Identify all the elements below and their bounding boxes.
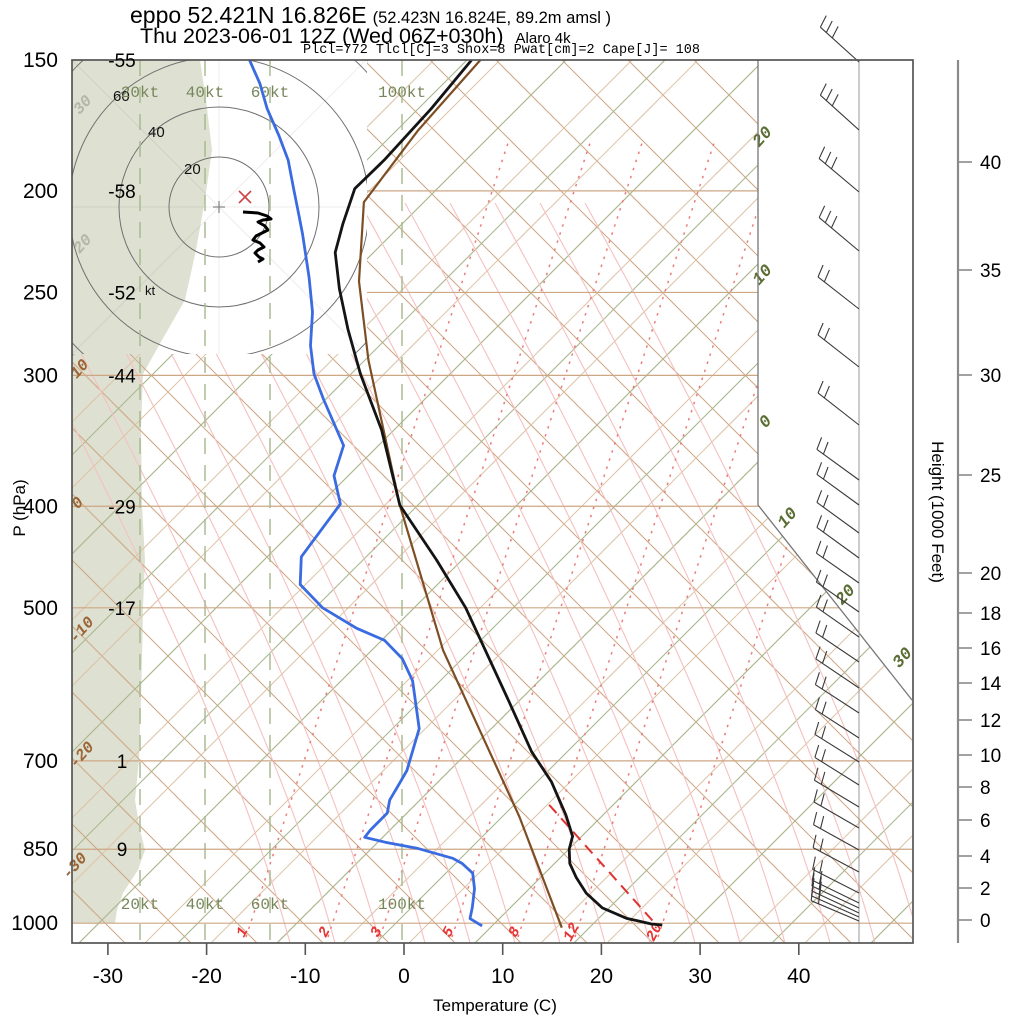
station-title: eppo 52.421N 16.826E (130, 2, 367, 28)
valid-time: Thu 2023-06-01 12Z (Wed 06Z+030h) (140, 24, 504, 48)
model-name: Alaro 4k (515, 30, 571, 47)
axes: 1502002503004005007008501000-55-58-52-44… (11, 49, 1001, 988)
level-temperature-label: -55 (108, 51, 135, 72)
hodograph-ring-label: 60 (113, 88, 130, 105)
sounding-indices: Plcl=772 Tlcl[C]=3 Shox=8 Pwat[cm]=2 Cap… (303, 43, 700, 58)
parcel-moist-adiabat (357, 59, 563, 929)
level-temperature-label: -44 (108, 366, 136, 387)
height-tick-label: 10 (980, 746, 1001, 767)
height-tick-label: 6 (980, 811, 991, 832)
level-temperature-label: -58 (108, 182, 135, 203)
temperature-tick-label: 30 (688, 965, 711, 988)
pressure-tick-label: 300 (23, 364, 58, 387)
pressure-axis-title: P (hPa) (10, 479, 29, 537)
temperature-tick-label: 40 (787, 965, 810, 988)
level-temperature-label: 9 (117, 840, 128, 861)
isotherm-label: 10 (775, 505, 803, 533)
temperature-tick-label: -20 (191, 965, 221, 988)
plot-frame (71, 59, 914, 944)
level-temperature-label: -17 (108, 599, 135, 620)
temperature-tick-label: -10 (290, 965, 320, 988)
temperature-tick-label: 0 (398, 965, 410, 988)
temperature-tick-label: -30 (93, 965, 123, 988)
temperature-tick-label: 10 (491, 965, 514, 988)
height-tick-label: 2 (980, 879, 991, 900)
hodograph-ring-label: 20 (184, 161, 201, 178)
wind-scale-lines (139, 60, 403, 943)
mixing-ratio-label: 12 (560, 920, 583, 944)
dewpoint-curve (248, 59, 483, 928)
hodograph-kt-unit: kt (145, 283, 156, 298)
temperature-tick-label: 20 (590, 965, 613, 988)
height-tick-label: 4 (980, 847, 991, 868)
height-tick-label: 20 (980, 564, 1001, 585)
temperature-curve (333, 59, 663, 927)
mixing-ratio-label: 20 (643, 920, 666, 944)
height-axis-title: Height (1000 Feet) (928, 441, 947, 583)
pressure-tick-label: 250 (23, 281, 58, 304)
level-temperature-label: -52 (108, 283, 135, 304)
level-temperature-label: -29 (108, 497, 135, 518)
height-tick-label: 8 (980, 778, 991, 799)
storm-motion-marker (238, 190, 252, 204)
pressure-tick-label: 150 (23, 49, 58, 72)
plot-inner-boundary (757, 60, 913, 701)
pressure-tick-label: 500 (23, 597, 58, 620)
hodograph-inset: 20 40 60 kt (72, 60, 367, 354)
height-tick-label: 25 (980, 466, 1001, 487)
chart-title: eppo 52.421N 16.826E (52.423N 16.824E, 89… (130, 2, 611, 29)
height-tick-label: 14 (980, 674, 1002, 695)
height-tick-label: 12 (980, 711, 1001, 732)
pressure-tick-label: 200 (23, 180, 58, 203)
pressure-tick-label: 700 (23, 750, 58, 773)
height-tick-label: 0 (980, 911, 991, 932)
parcel-dry-adiabat (545, 801, 654, 922)
isotherm-label: 20 (750, 124, 778, 152)
height-tick-label: 18 (980, 604, 1001, 625)
pressure-tick-label: 850 (23, 838, 58, 861)
chart-subtitle: Thu 2023-06-01 12Z (Wed 06Z+030h) Alaro 4… (140, 24, 571, 49)
x-axis-title: Temperature (C) (433, 996, 557, 1015)
height-tick-label: 30 (980, 366, 1001, 387)
pressure-tick-label: 1000 (11, 912, 58, 935)
level-temperature-label: 1 (117, 752, 128, 773)
height-tick-label: 16 (980, 639, 1001, 660)
hodograph-trace (242, 210, 273, 264)
isotherm-label: 10 (750, 262, 778, 290)
hodograph-ring-label: 40 (148, 124, 165, 141)
height-tick-label: 35 (980, 261, 1001, 282)
wind-barbs (810, 15, 860, 943)
pressure-tick-label: 400 (23, 495, 58, 518)
isotherm-label: 0 (756, 413, 777, 433)
station-detail: (52.423N 16.824E, 89.2m amsl ) (372, 9, 612, 27)
height-tick-label: 40 (980, 153, 1001, 174)
